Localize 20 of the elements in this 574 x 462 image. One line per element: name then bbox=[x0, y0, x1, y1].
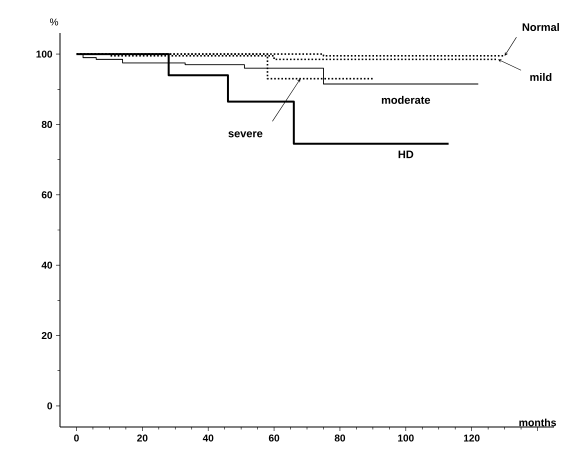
text: severe bbox=[228, 131, 262, 138]
y-tick-label: 40 bbox=[42, 262, 52, 269]
x-tick-label: 20 bbox=[137, 434, 148, 442]
y-tick-label: 80 bbox=[42, 120, 52, 128]
x-tick-label: 80 bbox=[334, 434, 346, 442]
text: Normal bbox=[522, 22, 559, 32]
y-tick-label: 100 bbox=[36, 50, 52, 58]
x-tick-label: 60 bbox=[268, 434, 280, 442]
y-axis-title: % bbox=[50, 18, 58, 26]
series-label: moderate bbox=[382, 96, 430, 104]
x-tick-label: 120 bbox=[464, 434, 480, 442]
x-axis-title: months bbox=[519, 418, 556, 426]
y-tick-label: 0 bbox=[47, 402, 52, 410]
text: mild bbox=[530, 72, 552, 81]
y-tick-label: 20 bbox=[42, 332, 52, 340]
x-tick-label: 100 bbox=[398, 434, 414, 442]
x-tick-label: 0 bbox=[74, 434, 79, 442]
x-tick-label: 40 bbox=[202, 434, 214, 442]
series-label: HD bbox=[398, 150, 414, 158]
y-tick-label: 60 bbox=[42, 191, 52, 198]
